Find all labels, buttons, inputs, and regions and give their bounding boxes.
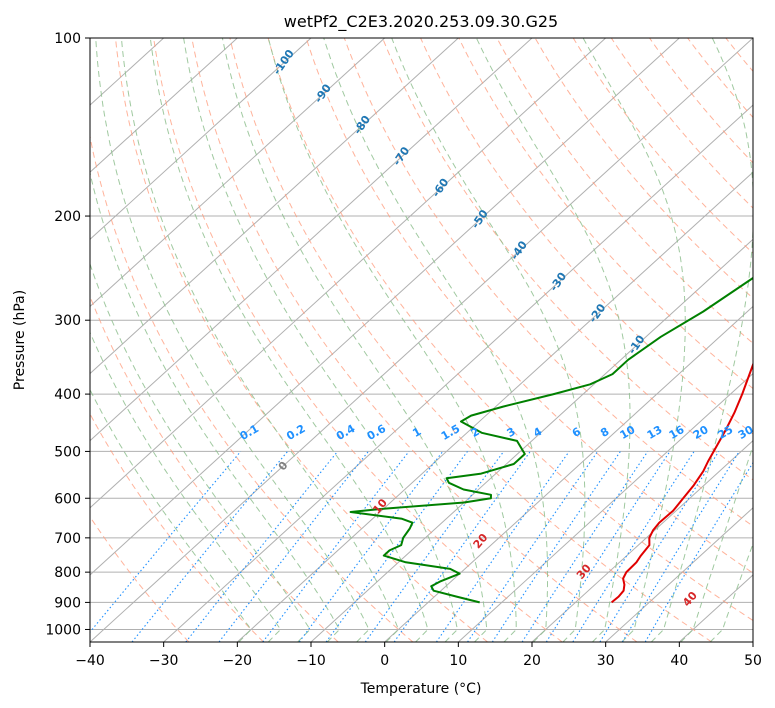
x-tick-label: −40 xyxy=(75,653,105,669)
dry-adiabat-line xyxy=(153,38,563,642)
isotherm-line xyxy=(531,439,753,642)
moist-adiabat-line xyxy=(475,38,631,642)
y-tick-label: 500 xyxy=(54,444,81,460)
dry-adiabat-line xyxy=(420,38,753,435)
isotherm-line xyxy=(90,38,533,442)
y-tick-label: 900 xyxy=(54,595,81,611)
mixing-ratio-line xyxy=(364,451,505,642)
y-tick-label: 300 xyxy=(54,313,81,329)
isotherm-line xyxy=(90,38,238,173)
dry-adiabat-line xyxy=(496,38,753,344)
x-tick-label: 40 xyxy=(670,653,688,669)
moist-adiabat-line xyxy=(650,38,753,642)
mixing-ratio-line xyxy=(90,451,242,633)
dry-adiabat-line xyxy=(90,295,339,642)
isotherm-line xyxy=(90,38,753,642)
y-tick-label: 100 xyxy=(54,31,81,47)
x-axis-title: Temperature (°C) xyxy=(360,681,482,697)
mixing-ratio-line xyxy=(545,451,671,642)
dry-adiabat-line xyxy=(305,38,753,574)
dry-adiabat-line xyxy=(458,38,753,390)
moist-adiabat-line xyxy=(391,38,586,642)
y-tick-label: 700 xyxy=(54,531,81,547)
mixing-ratio-line xyxy=(467,451,599,642)
mixing-ratio-line xyxy=(218,451,369,642)
moist-adiabat-line xyxy=(221,38,488,642)
dry-adiabat-line xyxy=(649,38,753,164)
moist-adiabat-line xyxy=(149,38,429,642)
isotherm-line xyxy=(310,238,753,642)
x-tick-label: 10 xyxy=(449,653,467,669)
moist-adiabat-line xyxy=(267,38,517,642)
mixing-ratio-line xyxy=(572,451,695,642)
dry-adiabat-line xyxy=(229,38,712,642)
dry-adiabat-line xyxy=(90,412,264,642)
isotherm-line xyxy=(384,305,753,642)
x-tick-label: −30 xyxy=(149,653,179,669)
isotherm-line xyxy=(236,171,753,642)
y-tick-label: 200 xyxy=(54,209,81,225)
isotherm-line xyxy=(90,38,459,375)
mixing-ratio-line xyxy=(393,451,531,642)
x-tick-label: 20 xyxy=(523,653,541,669)
moist-adiabat-line xyxy=(90,262,311,642)
moist-adiabat-line xyxy=(323,38,548,642)
dry-adiabat-line xyxy=(191,38,638,642)
y-tick-label: 600 xyxy=(54,491,81,507)
mixing-ratio-line xyxy=(435,451,570,642)
y-tick-label: 1000 xyxy=(45,622,81,638)
x-tick-label: 50 xyxy=(744,653,762,669)
mixing-ratio-line xyxy=(621,451,740,642)
isotherm-line xyxy=(90,38,312,241)
isotherm-line xyxy=(605,507,753,642)
isotherm-line xyxy=(457,372,753,642)
plot-area xyxy=(90,38,753,642)
mixing-ratio-line xyxy=(644,461,753,642)
mixing-ratio-line xyxy=(131,451,289,642)
dry-adiabat-line xyxy=(382,38,753,481)
isotherm-line xyxy=(90,38,607,509)
plot-frame xyxy=(89,37,754,643)
dry-adiabat-line xyxy=(90,134,414,642)
temperature-line xyxy=(610,361,753,604)
moist-adiabat-line xyxy=(582,38,686,642)
isotherm-line xyxy=(163,104,753,642)
dewpoint-line xyxy=(349,276,753,604)
moist-adiabat-line xyxy=(90,388,252,642)
moist-adiabat-line xyxy=(680,444,753,642)
chart-title: wetPf2_C2E3.2020.253.09.30.G25 xyxy=(284,12,558,32)
moist-adiabat-line xyxy=(95,38,370,642)
mixing-ratio-line xyxy=(599,451,720,642)
isotherm-line xyxy=(90,38,680,576)
axes: −40 −30 −20 −10 0 10 20 30 40 50 100 200 300 400 500 60… xyxy=(45,31,762,669)
moist-adiabat-line xyxy=(90,331,282,642)
dry-adiabat-line xyxy=(343,38,753,527)
moist-adiabat-line xyxy=(709,542,753,642)
moist-adiabat-line xyxy=(90,170,341,642)
x-tick-label: 0 xyxy=(380,653,389,669)
x-tick-label: −20 xyxy=(223,653,253,669)
mixing-ratio-line xyxy=(185,451,339,642)
y-axis-title: Pressure (hPa) xyxy=(12,290,28,390)
y-tick-label: 800 xyxy=(54,565,81,581)
isotherm-line xyxy=(90,38,386,308)
dry-adiabat-line xyxy=(572,38,753,254)
x-tick-label: −10 xyxy=(296,653,326,669)
y-tick-label: 400 xyxy=(54,387,81,403)
x-tick-label: 30 xyxy=(597,653,615,669)
